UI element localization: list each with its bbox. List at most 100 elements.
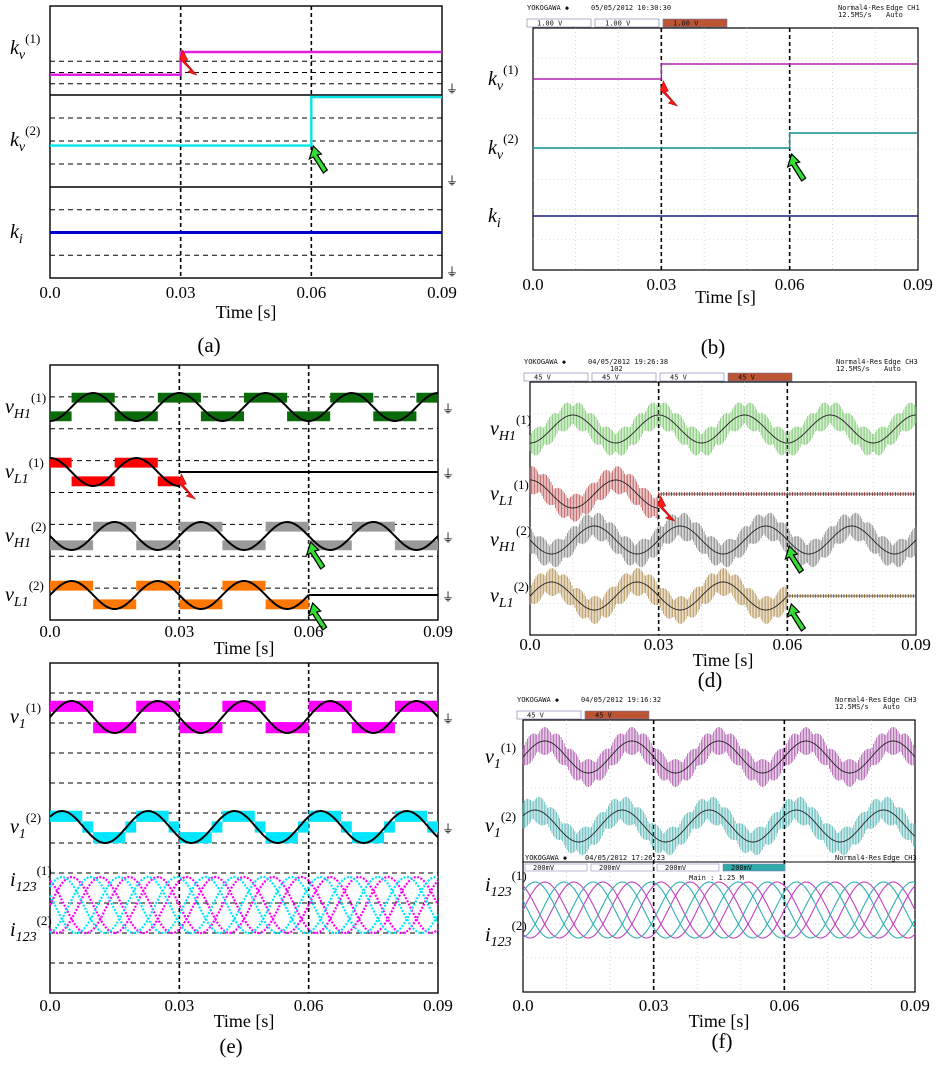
signal-trace xyxy=(50,95,442,147)
current-trace xyxy=(49,875,439,935)
scope-channel-label: 45 V xyxy=(602,374,620,382)
scope-channel-box xyxy=(727,372,793,382)
scope-channel-label: 1.00 V xyxy=(673,20,699,28)
current-trace xyxy=(522,881,916,939)
scope-channel-box xyxy=(584,710,650,720)
scope-channel-label: 200mV xyxy=(665,864,687,872)
current-trace xyxy=(49,875,439,935)
scope-channel-label: 200mV xyxy=(731,864,753,872)
current-trace xyxy=(522,881,916,939)
scope-channel-box xyxy=(722,863,786,872)
ground-marker: ⏚ xyxy=(442,402,454,416)
panel-label: (d) xyxy=(698,668,723,692)
signal-trace xyxy=(522,740,916,774)
signal-trace xyxy=(529,581,788,611)
scope-channel-box xyxy=(594,18,660,28)
ground-marker: ⏚ xyxy=(442,531,454,545)
green-arrow xyxy=(784,544,805,574)
signal-label: kv(1) xyxy=(488,62,518,94)
x-axis-label: Time [s] xyxy=(214,1011,275,1031)
panel-label: (b) xyxy=(701,335,726,359)
x-axis-label: Time [s] xyxy=(695,287,756,307)
scope-channel-label: 45 V xyxy=(527,712,545,720)
green-arrow xyxy=(307,601,328,631)
x-tick-label: 0.09 xyxy=(423,996,453,1015)
scope-brand: YOKOGAWA ◆ xyxy=(527,4,570,12)
scope-date: 04/05/2012 17:26:23 xyxy=(585,854,665,862)
scope-channel-label: 45 V xyxy=(595,712,613,720)
x-tick-label: 0.06 xyxy=(772,635,802,654)
pwm-envelope xyxy=(50,810,438,844)
signal-label: ki xyxy=(488,205,501,231)
signal-label: i123(1) xyxy=(10,863,52,895)
signal-label: vL1(1) xyxy=(490,477,529,509)
pwm-envelope xyxy=(50,392,438,422)
signal-trace xyxy=(50,457,180,487)
signal-label: vL1(2) xyxy=(5,578,44,610)
scope-date: 05/05/2012 10:30:30 xyxy=(591,4,671,12)
signal-trace xyxy=(49,391,439,423)
scope-channel-box xyxy=(590,863,654,872)
scope-channel-box xyxy=(516,710,582,720)
scope-trig: Edge CH3 xyxy=(883,854,917,862)
x-tick-label: 0.0 xyxy=(512,996,533,1015)
current-trace xyxy=(522,881,916,939)
green-arrow-shape xyxy=(784,544,805,574)
scope-auto: Auto xyxy=(884,365,901,373)
x-tick-label: 0.06 xyxy=(294,996,324,1015)
signal-label: kv(1) xyxy=(10,31,40,63)
panel-label: (e) xyxy=(219,1034,242,1058)
x-tick-label: 0.06 xyxy=(294,622,324,641)
signal-label: vL1(1) xyxy=(5,455,44,487)
scope-main: Main : 1.25 M xyxy=(689,874,744,882)
plot-frame xyxy=(49,5,443,279)
x-tick-label: 0.0 xyxy=(519,635,540,654)
scope-channel-box xyxy=(591,372,657,382)
red-arrow xyxy=(659,80,679,107)
scope-channel-label: 1.00 V xyxy=(537,20,563,28)
x-tick-label: 0.0 xyxy=(39,996,60,1015)
green-arrow-shape xyxy=(305,540,326,570)
scope-rate: 12.5MS/s xyxy=(838,11,872,19)
x-tick-label: 0.06 xyxy=(769,996,799,1015)
signal-trace xyxy=(49,699,439,735)
red-arrow xyxy=(657,495,676,522)
signal-label: v1(2) xyxy=(10,810,41,842)
x-tick-label: 0.09 xyxy=(903,275,933,294)
scope-channel-label: 200mV xyxy=(599,864,621,872)
scope-channel-box xyxy=(526,18,592,28)
red-arrow-shape xyxy=(659,80,679,107)
scope-brand: YOKOGAWA ◆ xyxy=(524,358,567,366)
plot-frame xyxy=(49,662,439,994)
scope-brand: YOKOGAWA ◆ xyxy=(517,696,560,704)
signal-trace xyxy=(530,479,659,509)
x-tick-label: 0.03 xyxy=(166,283,196,302)
ground-marker: ⏚ xyxy=(442,590,454,604)
green-arrow-shape xyxy=(308,144,329,174)
scope-channel-box xyxy=(659,372,725,382)
red-arrow-shape xyxy=(177,473,197,500)
signal-trace xyxy=(49,520,439,552)
green-arrow-shape xyxy=(786,152,807,182)
x-axis-label: Time [s] xyxy=(214,638,275,658)
signal-label: vH1(2) xyxy=(5,519,46,551)
signal-label: i123(2) xyxy=(10,913,52,945)
green-arrow xyxy=(305,540,326,570)
green-arrow xyxy=(308,144,329,174)
red-arrow-shape xyxy=(179,49,198,76)
signal-label: kv(2) xyxy=(488,131,518,163)
current-trace xyxy=(522,881,916,939)
scope-rate: 12.5MS/s xyxy=(835,703,869,711)
x-axis-label: Time [s] xyxy=(693,650,754,670)
scope-channel-label: 200mV xyxy=(533,864,555,872)
current-trace xyxy=(49,875,439,935)
green-arrow xyxy=(786,602,807,632)
signal-trace xyxy=(533,63,918,80)
pwm-envelope xyxy=(50,580,309,610)
signal-label: v1(1) xyxy=(485,740,516,772)
x-axis-label: Time [s] xyxy=(216,302,277,322)
scope-channel-box xyxy=(662,18,728,28)
signal-label: vH1(1) xyxy=(5,390,46,422)
scope-mode: Normal4-Res xyxy=(835,854,881,862)
panel-label: (f) xyxy=(712,1029,733,1053)
